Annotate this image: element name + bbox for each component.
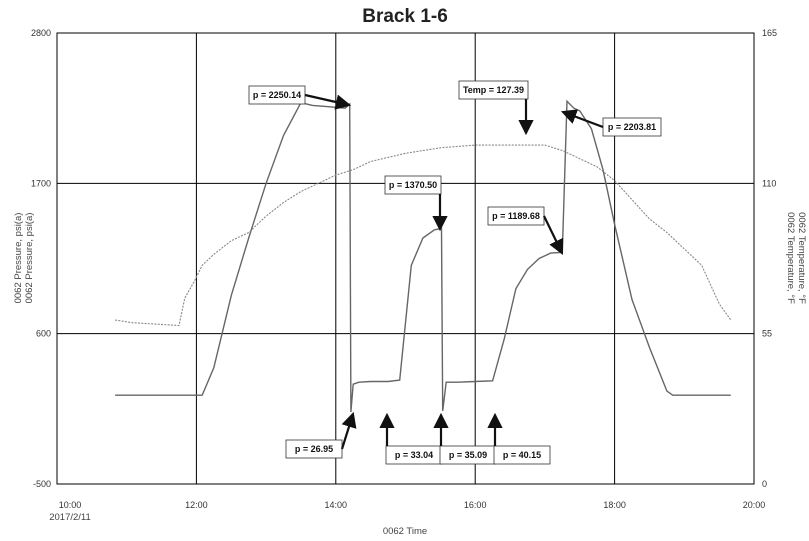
annotation: p = 33.04	[379, 412, 443, 465]
annotation: Temp = 127.39	[458, 80, 534, 136]
annotation: p = 2203.81	[560, 109, 662, 137]
annotation-label: p = 1370.50	[389, 180, 437, 190]
annotation: p = 2250.14	[248, 85, 352, 110]
x-start-date: 2017/2/11	[49, 512, 91, 523]
y-tick-label-left: 600	[36, 329, 51, 339]
x-tick-label: 14:00	[325, 500, 348, 510]
y-tick-label-right: 110	[762, 178, 776, 188]
y-tick-label-left: -500	[33, 479, 51, 489]
x-axis-label: 0062 Time	[383, 526, 427, 537]
y-axis-label-left-2: 0062 Pressure, psi(a)	[24, 213, 35, 304]
annotation-label: p = 35.09	[449, 450, 487, 460]
y-axis-label-right-1: 0062 Temperature, °F	[785, 212, 796, 304]
y-axis-label-right-2: 0062 Temperature, °F	[796, 212, 807, 304]
y-tick-label-right: 0	[762, 479, 767, 489]
chart-title: Brack 1-6	[362, 6, 448, 27]
annotation-box	[384, 175, 442, 195]
annotation-label: p = 40.15	[503, 450, 541, 460]
annotation-label: p = 26.95	[295, 444, 333, 454]
y-tick-label-left: 2800	[31, 28, 51, 38]
x-tick-label: 16:00	[464, 500, 487, 510]
x-tick-label: 10:00	[59, 500, 82, 510]
annotation: p = 1189.68	[487, 206, 564, 255]
ticks-layer: 10:00 12:00 14:00 16:00 18:00 20:00 -500 600 170…	[31, 28, 777, 510]
y-tick-label-right: 165	[762, 28, 777, 38]
annotation: p = 1370.50	[384, 175, 448, 232]
y-tick-label-left: 1700	[31, 178, 51, 188]
annotation-box	[493, 445, 551, 465]
y-axis-label-left-1: 0062 Pressure, psi(a)	[13, 213, 24, 304]
annotation-label: p = 1189.68	[492, 211, 540, 221]
annotation: p = 40.15	[487, 412, 551, 465]
x-tick-label: 20:00	[743, 500, 766, 510]
annotation-arrow	[340, 411, 357, 450]
annotation-arrow	[543, 215, 564, 255]
annotation-arrow	[560, 109, 604, 129]
annotation-label: p = 2203.81	[608, 122, 656, 132]
annotation-arrow	[304, 93, 352, 110]
x-tick-label: 18:00	[603, 500, 626, 510]
x-tick-label: 12:00	[185, 500, 208, 510]
temperature-series-line	[115, 144, 732, 327]
annotation-label: p = 33.04	[395, 450, 433, 460]
annotation: p = 26.95	[285, 411, 357, 459]
plot-area	[56, 32, 755, 485]
annotations-layer: p = 2250.14 Temp = 127.39 p = 2203.81 p = 1…	[248, 80, 662, 465]
y-tick-label-right: 55	[762, 329, 772, 339]
annotation-box	[458, 80, 529, 100]
annotation-label: Temp = 127.39	[463, 85, 524, 95]
annotation-label: p = 2250.14	[253, 90, 301, 100]
